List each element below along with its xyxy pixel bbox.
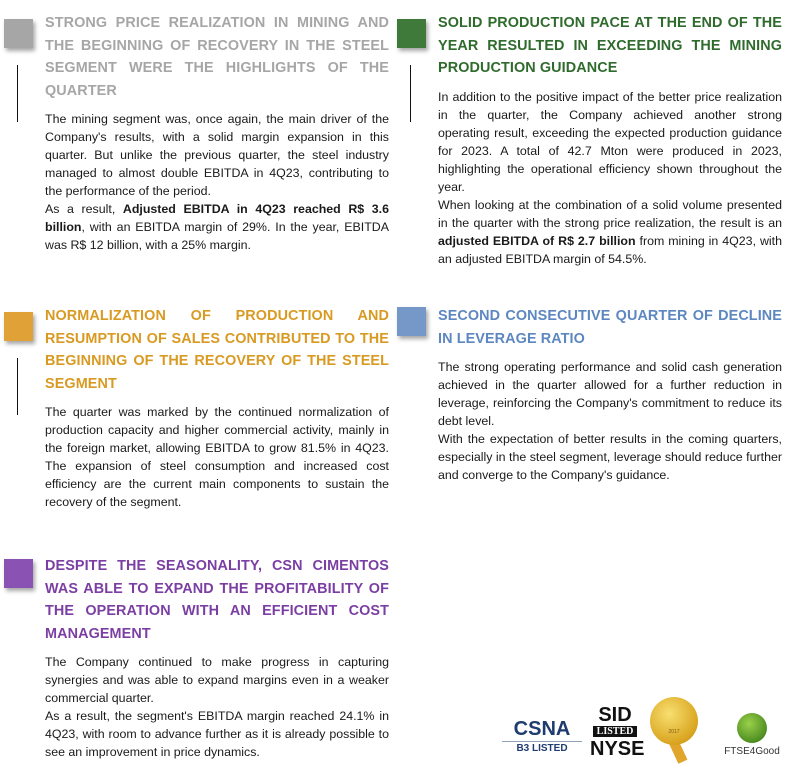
orange-square-marker	[4, 312, 33, 341]
section-steel-recovery: NORMALIZATION OF PRODUCTION AND RESUMPTI…	[4, 305, 389, 511]
sid-nyse-logo: SID LISTED NYSE	[590, 704, 645, 760]
section-title: STRONG PRICE REALIZATION IN MINING AND T…	[45, 15, 389, 99]
divider-line	[17, 358, 18, 415]
paragraph: With the expectation of better results i…	[438, 430, 782, 484]
listed-text: LISTED	[593, 726, 637, 737]
csna-b3-logo: CSNA B3 LISTED	[502, 718, 582, 754]
paragraph: As a result, Adjusted EBITDA in 4Q23 rea…	[45, 200, 389, 254]
text: The strong operating performance and sol…	[438, 360, 782, 428]
text: The mining segment was, once again, the …	[45, 112, 389, 198]
section-title: NORMALIZATION OF PRODUCTION AND RESUMPTI…	[45, 308, 389, 392]
section-mining-highlights: STRONG PRICE REALIZATION IN MINING AND T…	[4, 12, 389, 254]
csna-logo-text: CSNA	[513, 718, 571, 740]
text: The Company continued to make progress i…	[45, 655, 389, 705]
section-title: SOLID PRODUCTION PACE AT THE END OF THE …	[438, 15, 782, 76]
section-mining-production: SOLID PRODUCTION PACE AT THE END OF THE …	[397, 12, 782, 268]
section-title: SECOND CONSECUTIVE QUARTER OF DECLINE IN…	[438, 308, 782, 347]
divider-line	[410, 65, 411, 122]
text: In addition to the positive impact of th…	[438, 89, 782, 194]
section-body: The strong operating performance and sol…	[438, 358, 782, 484]
section-body: The quarter was marked by the continued …	[45, 403, 389, 511]
seal-year: 2017	[668, 729, 680, 735]
section-body: The Company continued to make progress i…	[45, 653, 389, 761]
blue-square-marker	[397, 307, 426, 336]
paragraph: In addition to the positive impact of th…	[438, 88, 782, 196]
nyse-text: NYSE	[590, 738, 645, 760]
section-leverage: SECOND CONSECUTIVE QUARTER OF DECLINE IN…	[397, 305, 782, 484]
section-body: The mining segment was, once again, the …	[45, 110, 389, 254]
divider-line	[17, 65, 18, 122]
b3-listed-text: B3 LISTED	[516, 743, 568, 754]
text: , with an EBITDA margin of 29%. In the y…	[45, 220, 389, 252]
gold-seal-award-icon: 2017	[650, 697, 700, 765]
text: With the expectation of better results i…	[438, 432, 782, 482]
paragraph: The mining segment was, once again, the …	[45, 110, 389, 200]
paragraph: The strong operating performance and sol…	[438, 358, 782, 430]
section-title: DESPITE THE SEASONALITY, CSN CIMENTOS WA…	[45, 558, 389, 642]
text: The quarter was marked by the continued …	[45, 405, 389, 509]
text: from mining in 4Q23, with an adjusted EB…	[438, 233, 782, 266]
ftse4good-text: FTSE4Good	[724, 746, 780, 757]
paragraph: The Company continued to make progress i…	[45, 653, 389, 707]
ftse4good-logo: FTSE4Good	[722, 713, 782, 757]
paragraph: When looking at the combination of a sol…	[438, 196, 782, 268]
text: As a result,	[45, 202, 123, 216]
paragraph: The quarter was marked by the continued …	[45, 403, 389, 511]
text: As a result, the segment's EBITDA margin…	[45, 709, 389, 759]
purple-square-marker	[4, 559, 33, 588]
section-cement: DESPITE THE SEASONALITY, CSN CIMENTOS WA…	[4, 555, 389, 761]
green-square-marker	[397, 19, 426, 48]
gray-square-marker	[4, 19, 33, 48]
globe-icon	[737, 713, 767, 743]
section-body: In addition to the positive impact of th…	[438, 88, 782, 268]
text: When looking at the combination of a sol…	[438, 197, 782, 230]
bold-text: Adjusted EBITDA in 4Q23 reached R$ 3.6 b…	[45, 202, 390, 234]
sid-text: SID	[598, 704, 632, 726]
bold-text: adjusted EBITDA of R$ 2.7 billion	[438, 233, 636, 248]
paragraph: As a result, the segment's EBITDA margin…	[45, 707, 389, 761]
logos-bar: CSNA B3 LISTED SID LISTED NYSE 2017 FTSE…	[490, 695, 790, 765]
